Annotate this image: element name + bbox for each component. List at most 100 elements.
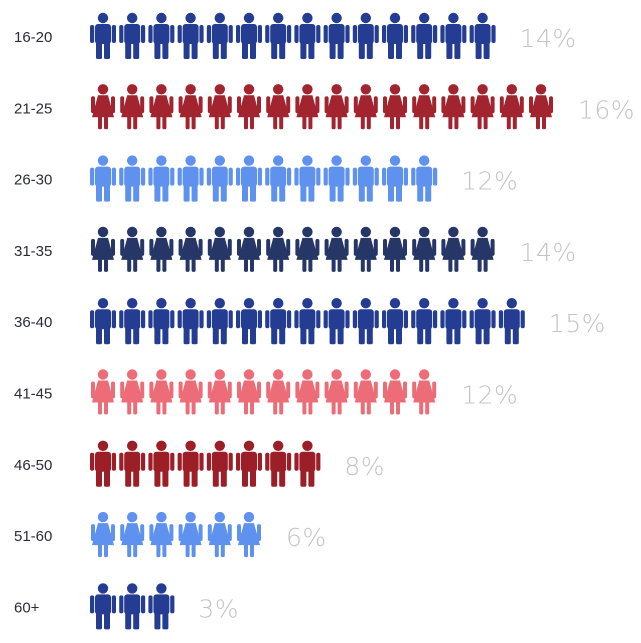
male-person-icon — [498, 298, 525, 345]
female-person-icon — [149, 84, 174, 130]
female-person-icon — [412, 226, 437, 272]
female-person-icon — [295, 369, 320, 415]
male-person-icon — [411, 155, 438, 202]
male-person-icon — [90, 12, 116, 59]
percentage-label: 3% — [198, 594, 239, 623]
male-person-icon — [236, 155, 262, 202]
male-person-icon — [177, 155, 204, 202]
male-person-icon — [382, 298, 408, 345]
male-person-icon — [148, 440, 175, 487]
age-group-label: 46-50 — [14, 457, 52, 474]
male-person-icon — [382, 12, 408, 59]
female-person-icon — [237, 84, 261, 130]
male-person-icon — [177, 440, 204, 487]
female-person-icon — [237, 511, 261, 558]
age-group-label: 21-25 — [14, 100, 52, 117]
chart-row: 26-30 12% — [14, 155, 518, 202]
female-person-icon — [295, 84, 320, 130]
male-person-icon — [206, 440, 233, 487]
chart-row: 41-45 12% — [14, 369, 518, 415]
percentage-label: 15% — [549, 309, 606, 338]
female-person-icon — [353, 369, 378, 415]
male-person-icon — [206, 12, 233, 59]
male-person-icon — [411, 12, 438, 59]
female-person-icon — [324, 84, 349, 130]
male-person-icon — [119, 298, 146, 345]
male-person-icon — [119, 12, 146, 59]
female-person-icon — [266, 226, 291, 272]
male-person-icon — [323, 155, 350, 202]
female-person-icon — [412, 84, 437, 130]
female-person-icon — [383, 369, 407, 415]
male-person-icon — [236, 440, 262, 487]
age-group-label: 60+ — [14, 599, 40, 616]
female-person-icon — [324, 226, 349, 272]
male-person-icon — [469, 298, 496, 345]
female-person-icon — [91, 511, 115, 558]
female-person-icon — [207, 511, 232, 558]
female-person-icon — [120, 511, 145, 558]
male-person-icon — [323, 298, 350, 345]
female-person-icon — [149, 226, 174, 272]
male-person-icon — [265, 155, 292, 202]
female-person-icon — [383, 84, 407, 130]
age-group-label: 16-20 — [14, 29, 52, 46]
male-person-icon — [148, 583, 175, 630]
female-person-icon — [353, 84, 378, 130]
female-person-icon — [295, 226, 320, 272]
male-person-icon — [148, 12, 175, 59]
female-person-icon — [149, 511, 174, 558]
female-person-icon — [207, 84, 232, 130]
male-person-icon — [382, 155, 408, 202]
male-person-icon — [236, 12, 262, 59]
female-person-icon — [499, 84, 524, 130]
female-person-icon — [237, 369, 261, 415]
female-person-icon — [149, 369, 174, 415]
chart-row: 51-60 6% — [14, 511, 326, 558]
female-person-icon — [383, 226, 407, 272]
female-person-icon — [324, 369, 349, 415]
male-person-icon — [440, 12, 467, 59]
female-person-icon — [266, 369, 291, 415]
male-person-icon — [177, 298, 204, 345]
age-group-label: 26-30 — [14, 172, 52, 189]
female-person-icon — [207, 226, 232, 272]
male-person-icon — [90, 583, 116, 630]
female-person-icon — [441, 226, 466, 272]
chart-row: 31-35 14% — [14, 226, 576, 272]
male-person-icon — [469, 12, 496, 59]
male-person-icon — [323, 12, 350, 59]
male-person-icon — [206, 155, 233, 202]
male-person-icon — [411, 298, 438, 345]
age-group-label: 36-40 — [14, 314, 52, 331]
chart-row: 46-50 8% — [14, 440, 385, 487]
age-group-label: 51-60 — [14, 528, 52, 545]
male-person-icon — [148, 298, 175, 345]
age-group-label: 31-35 — [14, 243, 52, 260]
male-person-icon — [265, 298, 292, 345]
male-person-icon — [294, 155, 321, 202]
female-person-icon — [91, 84, 115, 130]
female-person-icon — [207, 369, 232, 415]
male-person-icon — [294, 440, 321, 487]
female-person-icon — [91, 369, 115, 415]
chart-row: 60+ 3% — [14, 583, 239, 630]
percentage-label: 12% — [461, 167, 518, 196]
female-person-icon — [178, 226, 203, 272]
female-person-icon — [441, 84, 466, 130]
female-person-icon — [178, 511, 203, 558]
percentage-label: 16% — [578, 95, 635, 124]
female-person-icon — [529, 84, 553, 130]
female-person-icon — [470, 226, 495, 272]
percentage-label: 14% — [520, 24, 577, 53]
male-person-icon — [352, 12, 379, 59]
female-person-icon — [91, 226, 115, 272]
male-person-icon — [148, 155, 175, 202]
male-person-icon — [90, 155, 116, 202]
male-person-icon — [352, 298, 379, 345]
female-person-icon — [266, 84, 291, 130]
male-person-icon — [236, 298, 262, 345]
female-person-icon — [178, 84, 203, 130]
male-person-icon — [119, 440, 146, 487]
